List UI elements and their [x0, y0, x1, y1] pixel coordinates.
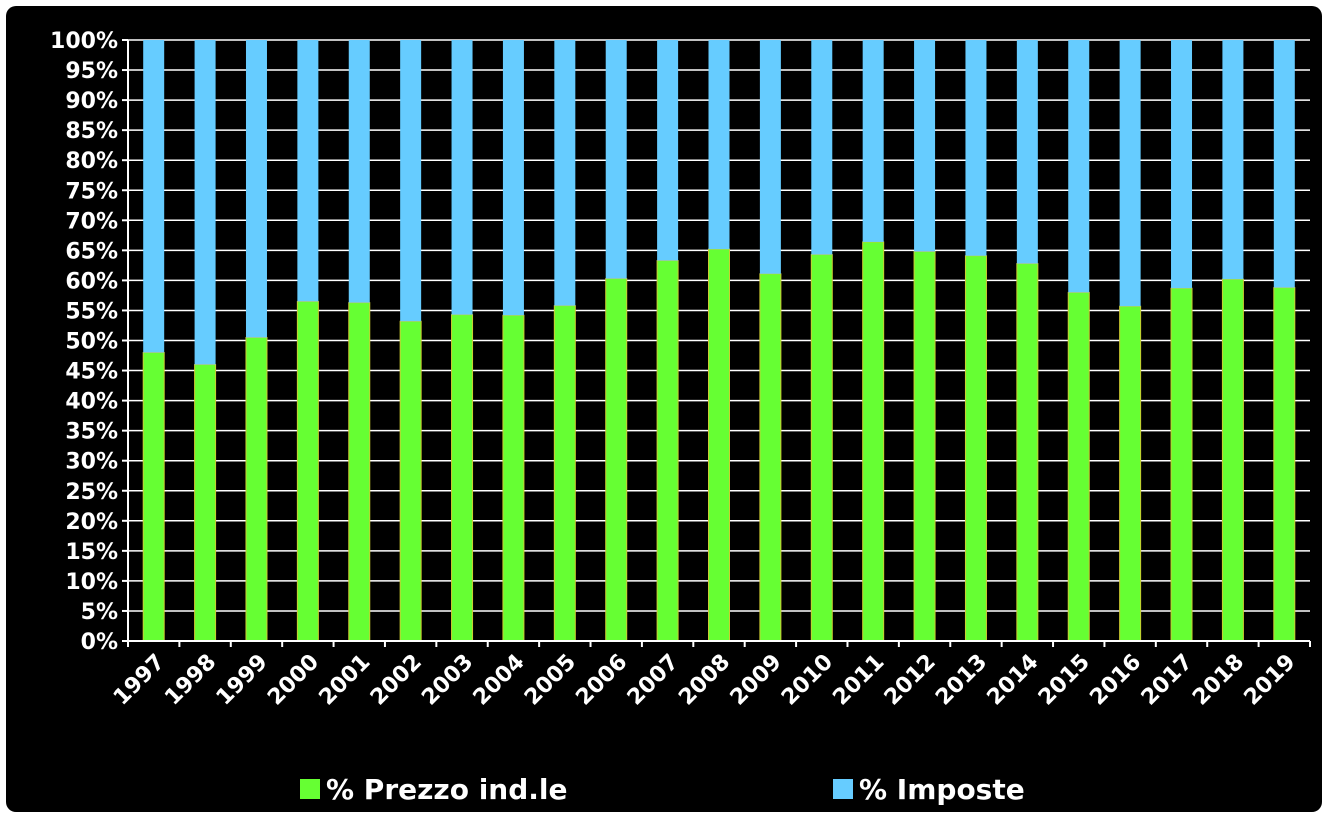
x-tick-label: 2018 — [1188, 650, 1249, 711]
y-tick-label: 0% — [81, 630, 118, 655]
legend: % Prezzo ind.le % Imposte — [300, 773, 1025, 806]
bar-imposte-2004 — [502, 40, 524, 316]
y-tick-label: 20% — [65, 510, 118, 535]
y-tick-label: 25% — [65, 480, 118, 505]
bar-prezzo-2007 — [656, 260, 679, 642]
bar-imposte-2007 — [657, 40, 679, 261]
y-axis-ticks: 0% 5% 10% 15% 20% 25% 30% 35% 40% 45% 50% 55% 60% 65%… — [50, 29, 128, 655]
bar-prezzo-2009 — [759, 273, 782, 642]
x-tick-label: 2000 — [263, 650, 324, 711]
y-tick-label: 100% — [50, 29, 118, 54]
x-tick-label: 1997 — [109, 650, 170, 711]
x-tick-label: 2016 — [1085, 650, 1146, 711]
bar-imposte-2001 — [348, 40, 370, 303]
x-tick-label: 2017 — [1137, 650, 1198, 711]
bar-prezzo-2017 — [1170, 287, 1193, 642]
x-axis-ticks: 1997199819992000200120022003200420052006… — [109, 641, 1311, 711]
y-tick-label: 30% — [65, 450, 118, 475]
bars — [142, 40, 1296, 642]
bar-imposte-2003 — [451, 40, 473, 315]
x-tick-label: 2006 — [571, 650, 632, 711]
bar-imposte-2014 — [1016, 40, 1038, 264]
bar-prezzo-2011 — [862, 241, 885, 642]
x-tick-label: 2019 — [1240, 650, 1301, 711]
y-tick-label: 15% — [65, 540, 118, 565]
bar-imposte-2013 — [965, 40, 987, 256]
bar-prezzo-2016 — [1119, 305, 1142, 642]
x-tick-label: 1999 — [212, 650, 273, 711]
bar-imposte-2009 — [759, 40, 781, 274]
x-tick-label: 2002 — [366, 650, 427, 711]
legend-label-imposte: % Imposte — [859, 773, 1025, 806]
bar-imposte-2019 — [1273, 40, 1295, 288]
x-tick-label: 2014 — [983, 650, 1044, 711]
x-tick-label: 2003 — [417, 650, 478, 711]
bar-prezzo-2018 — [1221, 278, 1244, 642]
bar-imposte-2015 — [1068, 40, 1090, 293]
x-tick-label: 2011 — [828, 650, 889, 711]
y-tick-label: 55% — [65, 299, 118, 324]
y-tick-label: 80% — [65, 149, 118, 174]
bar-prezzo-2006 — [605, 278, 628, 642]
x-tick-label: 2001 — [315, 650, 376, 711]
y-tick-label: 60% — [65, 269, 118, 294]
x-tick-label: 2013 — [931, 650, 992, 711]
bar-imposte-2000 — [297, 40, 319, 302]
bar-imposte-2018 — [1222, 40, 1244, 280]
bar-prezzo-2000 — [296, 300, 319, 642]
bar-prezzo-1999 — [245, 336, 268, 642]
bar-imposte-2005 — [554, 40, 576, 306]
y-tick-label: 5% — [81, 600, 118, 625]
bar-imposte-2017 — [1171, 40, 1193, 289]
bar-prezzo-2004 — [502, 314, 525, 642]
bar-imposte-2002 — [400, 40, 422, 322]
bar-imposte-2010 — [811, 40, 833, 255]
legend-label-prezzo: % Prezzo ind.le — [326, 773, 568, 806]
legend-swatch-imposte — [833, 779, 853, 799]
bar-prezzo-2014 — [1016, 263, 1039, 642]
bar-prezzo-2003 — [451, 314, 474, 642]
bar-prezzo-1998 — [194, 364, 217, 642]
bar-imposte-1997 — [143, 40, 165, 353]
bar-imposte-1998 — [194, 40, 216, 365]
bar-imposte-2012 — [914, 40, 936, 252]
bar-prezzo-2010 — [810, 254, 833, 642]
bar-prezzo-1997 — [142, 352, 165, 642]
x-tick-label: 2005 — [520, 650, 581, 711]
y-tick-label: 75% — [65, 179, 118, 204]
y-tick-label: 70% — [65, 209, 118, 234]
y-tick-label: 45% — [65, 360, 118, 385]
bar-imposte-1999 — [245, 40, 267, 338]
bar-imposte-2006 — [605, 40, 627, 279]
bar-prezzo-2005 — [553, 305, 576, 642]
y-tick-label: 35% — [65, 420, 118, 445]
bar-prezzo-2019 — [1273, 287, 1296, 642]
x-tick-label: 2004 — [469, 650, 530, 711]
y-tick-label: 95% — [65, 59, 118, 84]
bar-prezzo-2015 — [1067, 291, 1090, 642]
bar-imposte-2016 — [1119, 40, 1141, 307]
bar-prezzo-2002 — [399, 320, 422, 642]
bar-prezzo-2001 — [348, 302, 371, 642]
x-tick-label: 2007 — [623, 650, 684, 711]
y-tick-label: 10% — [65, 570, 118, 595]
x-tick-label: 2008 — [674, 650, 735, 711]
bar-prezzo-2013 — [964, 255, 987, 642]
bar-imposte-2008 — [708, 40, 730, 250]
y-tick-label: 90% — [65, 89, 118, 114]
y-tick-label: 50% — [65, 330, 118, 355]
x-tick-label: 2015 — [1034, 650, 1095, 711]
x-tick-label: 1998 — [160, 650, 221, 711]
y-tick-label: 40% — [65, 390, 118, 415]
bar-prezzo-2008 — [708, 248, 730, 642]
x-tick-label: 2010 — [777, 650, 838, 711]
y-tick-label: 85% — [65, 119, 118, 144]
bar-prezzo-2012 — [913, 251, 936, 642]
x-tick-label: 2012 — [880, 650, 941, 711]
y-tick-label: 65% — [65, 239, 118, 264]
bar-imposte-2011 — [862, 40, 884, 242]
x-tick-label: 2009 — [726, 650, 787, 711]
legend-swatch-prezzo — [300, 779, 320, 799]
